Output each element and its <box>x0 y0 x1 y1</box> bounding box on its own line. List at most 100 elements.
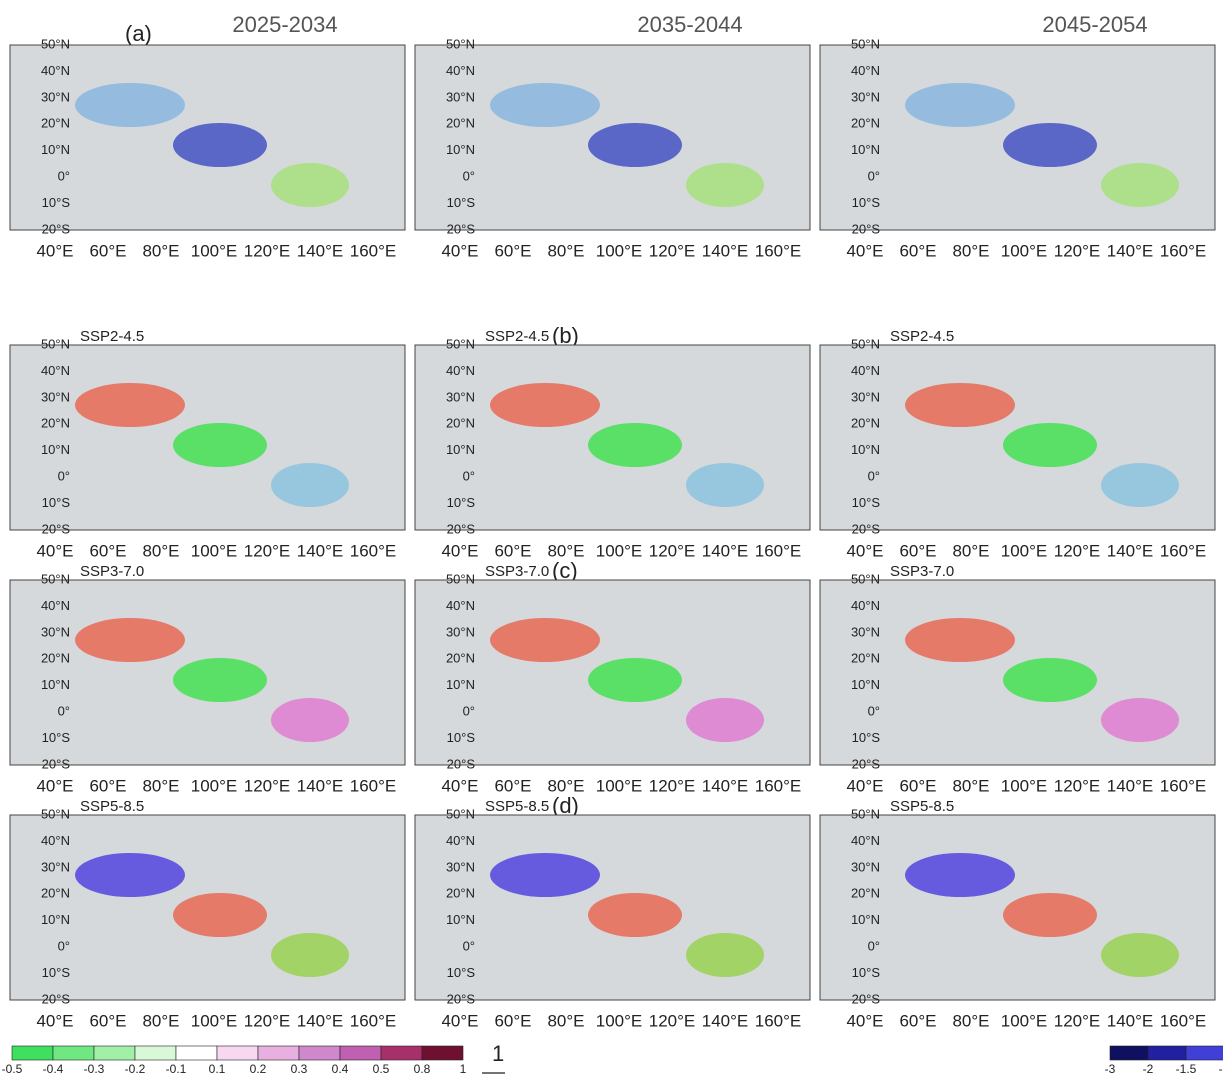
colorbar-tick: 0.5 <box>373 1062 390 1076</box>
colorbar-tick: 0.8 <box>414 1062 431 1076</box>
lon-label: 140°E <box>1107 541 1154 560</box>
lat-label: 10°S <box>447 195 476 210</box>
lat-label: 0° <box>868 704 880 719</box>
colorbar-swatch <box>175 1045 218 1061</box>
lon-label: 40°E <box>36 776 73 795</box>
lat-label: 0° <box>463 469 475 484</box>
colorbar-tick: 0.2 <box>250 1062 267 1076</box>
anomaly-patch <box>173 123 267 167</box>
anomaly-patch <box>173 423 267 467</box>
lat-label: 50°N <box>851 336 880 351</box>
lon-label: 40°E <box>846 541 883 560</box>
lat-label: 10°S <box>42 495 71 510</box>
column-header: 2025-2034 <box>232 12 337 37</box>
colorbar-swatch <box>380 1045 423 1061</box>
lon-label: 140°E <box>702 541 749 560</box>
lat-label: 10°S <box>447 730 476 745</box>
lat-label: 20°N <box>851 886 880 901</box>
colorbar-swatch <box>421 1045 464 1061</box>
lat-label: 10°N <box>41 142 70 157</box>
anomaly-patch <box>905 83 1015 127</box>
lat-label: 10°S <box>852 965 881 980</box>
anomaly-patch <box>1101 463 1179 507</box>
colorbar-tick: 1 <box>460 1062 467 1076</box>
anomaly-patch <box>588 893 682 937</box>
lon-label: 160°E <box>1160 241 1207 260</box>
lon-label: 120°E <box>1054 241 1101 260</box>
lon-label: 60°E <box>89 241 126 260</box>
lon-label: 40°E <box>441 241 478 260</box>
anomaly-patch <box>686 698 764 742</box>
lat-label: 50°N <box>851 36 880 51</box>
colorbar-tick: 0.4 <box>332 1062 349 1076</box>
lat-label: 20°S <box>447 756 476 771</box>
lon-label: 160°E <box>350 241 397 260</box>
lon-label: 160°E <box>1160 776 1207 795</box>
lat-label: 10°N <box>41 442 70 457</box>
panel-label: (d) <box>552 793 579 818</box>
lon-label: 80°E <box>142 1011 179 1030</box>
lat-label: 10°S <box>852 495 881 510</box>
colorbar-swatch <box>216 1045 259 1061</box>
colorbar-tick: -0.1 <box>166 1062 187 1076</box>
lon-label: 140°E <box>1107 241 1154 260</box>
lon-label: 80°E <box>952 541 989 560</box>
lat-label: 0° <box>58 469 70 484</box>
lon-label: 80°E <box>952 776 989 795</box>
lat-label: 50°N <box>446 806 475 821</box>
lon-label: 120°E <box>649 1011 696 1030</box>
lon-label: 160°E <box>350 776 397 795</box>
anomaly-patch <box>75 618 185 662</box>
lon-label: 140°E <box>297 241 344 260</box>
lat-label: 20°S <box>852 991 881 1006</box>
lat-label: 20°S <box>42 521 71 536</box>
lat-label: 10°S <box>42 965 71 980</box>
scenario-label: SSP5-8.5 <box>80 798 144 815</box>
lat-label: 0° <box>463 169 475 184</box>
lon-label: 140°E <box>297 776 344 795</box>
lon-label: 120°E <box>1054 541 1101 560</box>
lon-label: 40°E <box>441 1011 478 1030</box>
scenario-label: SSP2-4.5 <box>890 328 954 345</box>
lon-label: 100°E <box>191 241 238 260</box>
colorbar-swatch <box>1109 1045 1149 1061</box>
column-header: 2035-2044 <box>637 12 742 37</box>
lon-label: 140°E <box>702 776 749 795</box>
lon-label: 40°E <box>441 776 478 795</box>
lon-label: 60°E <box>899 776 936 795</box>
lat-label: 10°N <box>446 142 475 157</box>
scenario-label: SSP3-7.0 <box>80 563 144 580</box>
lon-label: 100°E <box>191 776 238 795</box>
anomaly-patch <box>271 163 349 207</box>
lat-label: 10°N <box>446 442 475 457</box>
lon-label: 140°E <box>297 1011 344 1030</box>
lon-label: 120°E <box>244 1011 291 1030</box>
lat-label: 40°N <box>41 363 70 378</box>
lat-label: 40°N <box>41 598 70 613</box>
lat-label: 10°S <box>852 730 881 745</box>
lon-label: 80°E <box>952 241 989 260</box>
lat-label: 40°N <box>851 63 880 78</box>
lon-label: 120°E <box>244 776 291 795</box>
lat-label: 50°N <box>41 806 70 821</box>
lon-label: 100°E <box>596 1011 643 1030</box>
lat-label: 0° <box>58 939 70 954</box>
lon-label: 100°E <box>596 241 643 260</box>
lat-label: 30°N <box>851 859 880 874</box>
lat-label: 0° <box>868 169 880 184</box>
lat-label: 20°S <box>42 991 71 1006</box>
colorbar-swatch <box>1185 1045 1223 1061</box>
anomaly-patch <box>686 933 764 977</box>
lat-label: 40°N <box>446 63 475 78</box>
lon-label: 60°E <box>89 776 126 795</box>
lon-label: 60°E <box>494 776 531 795</box>
lat-label: 20°N <box>446 651 475 666</box>
lat-label: 50°N <box>41 336 70 351</box>
lat-label: 30°N <box>446 389 475 404</box>
lat-label: 30°N <box>446 859 475 874</box>
scenario-label: SSP5-8.5 <box>485 798 549 815</box>
lon-label: 80°E <box>547 241 584 260</box>
colorbar-swatch <box>134 1045 177 1061</box>
colorbar-tick: -0.5 <box>2 1062 23 1076</box>
